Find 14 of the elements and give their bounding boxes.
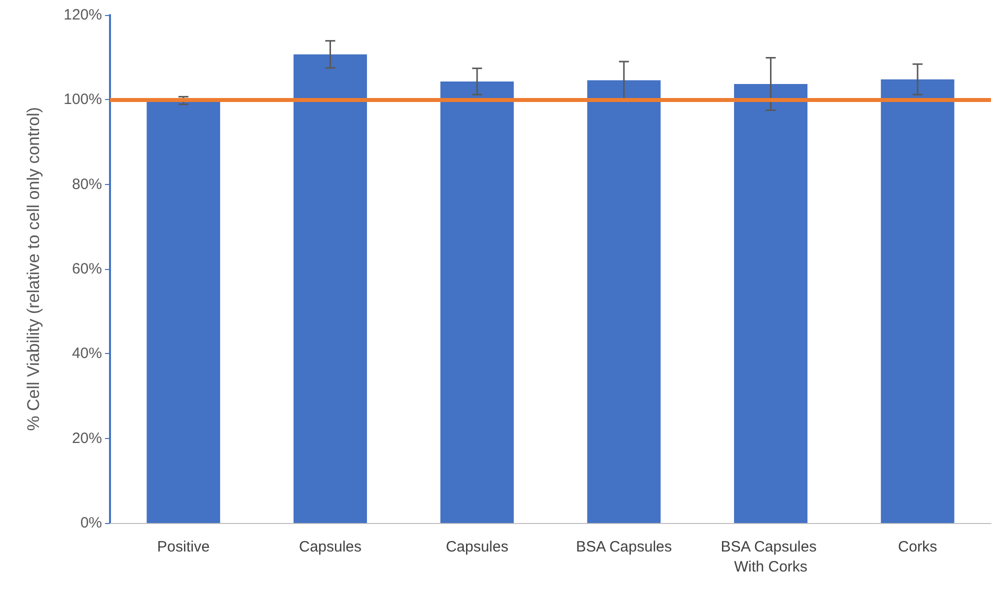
x-tick-label: Capsules xyxy=(446,538,508,556)
y-tick-label: 120% xyxy=(64,6,102,24)
y-tick-label: 80% xyxy=(72,176,102,193)
x-tick-label: BSA Capsules xyxy=(576,538,672,556)
y-tick-label: 60% xyxy=(72,260,102,278)
y-tick-label: 0% xyxy=(80,514,102,532)
x-tick-label: Capsules xyxy=(298,538,362,556)
y-axis-title: % Cell Viability (relative to cell only control) xyxy=(24,107,43,431)
y-tick-label: 100% xyxy=(64,91,102,108)
y-tick-label: 20% xyxy=(72,430,102,447)
x-tick-label: Corks xyxy=(898,538,938,556)
y-tick-label: 40% xyxy=(72,345,102,362)
x-tick-label: Positive xyxy=(157,538,210,556)
x-tick-label: BSA Capsules With Corks xyxy=(720,538,821,576)
